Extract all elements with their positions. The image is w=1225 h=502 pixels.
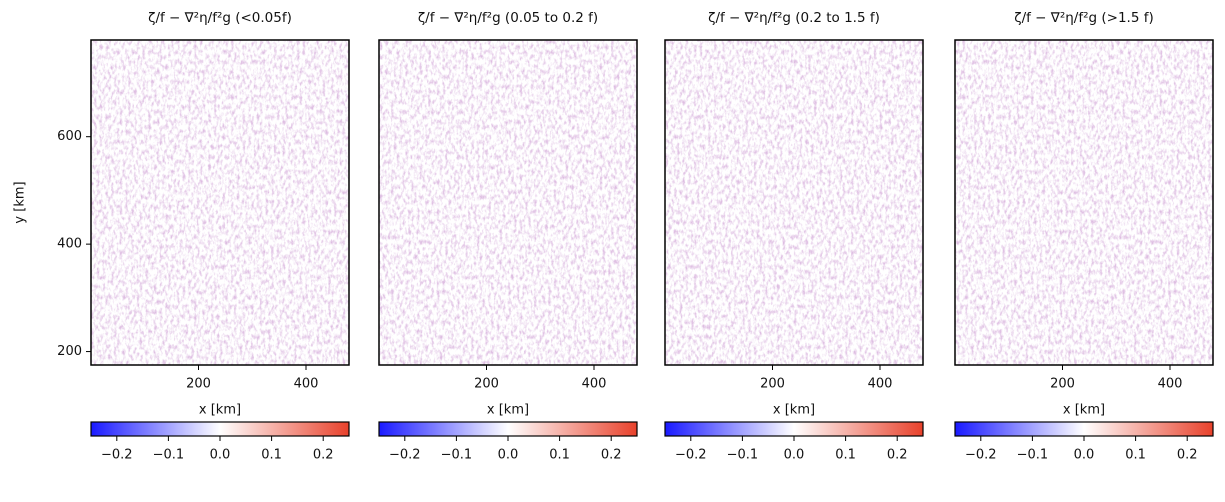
colorbar-tick-label: 0.1: [835, 448, 856, 463]
field-texture: [665, 40, 923, 365]
colorbar-tick-label: 0.0: [210, 448, 231, 463]
panel-title: ζ/f − ∇²η/f²g (<0.05f): [148, 10, 292, 26]
field-texture: [91, 40, 349, 365]
axes-frame: [90, 39, 350, 366]
panel-title: ζ/f − ∇²η/f²g (>1.5 f): [1014, 10, 1153, 26]
colorbar: [378, 421, 638, 437]
x-tick-label: 400: [294, 377, 319, 392]
colorbar-tick-label: 0.2: [601, 448, 622, 463]
x-tick-label: 200: [186, 377, 211, 392]
colorbar-tick-label: −0.1: [153, 448, 185, 463]
colorbar-tick-label: 0.1: [1125, 448, 1146, 463]
x-tick-label: 200: [760, 377, 785, 392]
colorbar-tick-label: 0.1: [261, 448, 282, 463]
x-tick-label: 400: [1158, 377, 1183, 392]
colorbar-tick-label: −0.1: [727, 448, 759, 463]
panel-title: ζ/f − ∇²η/f²g (0.2 to 1.5 f): [708, 10, 880, 26]
x-axis-label: x [km]: [487, 403, 529, 418]
colorbar: [90, 421, 350, 437]
panel-title: ζ/f − ∇²η/f²g (0.05 to 0.2 f): [418, 10, 598, 26]
colorbar-tick-label: 0.1: [549, 448, 570, 463]
y-tick-label: 600: [57, 129, 82, 144]
colorbar-tick-label: 0.2: [1177, 448, 1198, 463]
colorbar-tick-label: −0.2: [389, 448, 421, 463]
colorbar-tick-label: −0.2: [965, 448, 997, 463]
x-tick-label: 400: [582, 377, 607, 392]
colorbar: [954, 421, 1214, 437]
colorbar-tick-label: 0.0: [498, 448, 519, 463]
colorbar-tick-label: −0.2: [101, 448, 133, 463]
field-texture: [955, 40, 1213, 365]
colorbar: [664, 421, 924, 437]
axes-frame: [954, 39, 1214, 366]
x-tick-label: 200: [474, 377, 499, 392]
axes-frame: [664, 39, 924, 366]
y-tick-label: 400: [57, 237, 82, 252]
colorbar-tick-label: −0.1: [441, 448, 473, 463]
x-axis-label: x [km]: [1063, 403, 1105, 418]
x-axis-label: x [km]: [773, 403, 815, 418]
colorbar-tick-label: 0.2: [887, 448, 908, 463]
colorbar-tick-label: −0.1: [1017, 448, 1049, 463]
colorbar-tick-label: 0.0: [784, 448, 805, 463]
colorbar-tick-label: 0.2: [313, 448, 334, 463]
x-tick-label: 200: [1050, 377, 1075, 392]
axes-frame: [378, 39, 638, 366]
x-tick-label: 400: [868, 377, 893, 392]
colorbar-tick-label: 0.0: [1074, 448, 1095, 463]
colorbar-tick-label: −0.2: [675, 448, 707, 463]
y-tick-label: 200: [57, 344, 82, 359]
field-texture: [379, 40, 637, 365]
y-axis-label: y [km]: [13, 181, 28, 223]
x-axis-label: x [km]: [199, 403, 241, 418]
